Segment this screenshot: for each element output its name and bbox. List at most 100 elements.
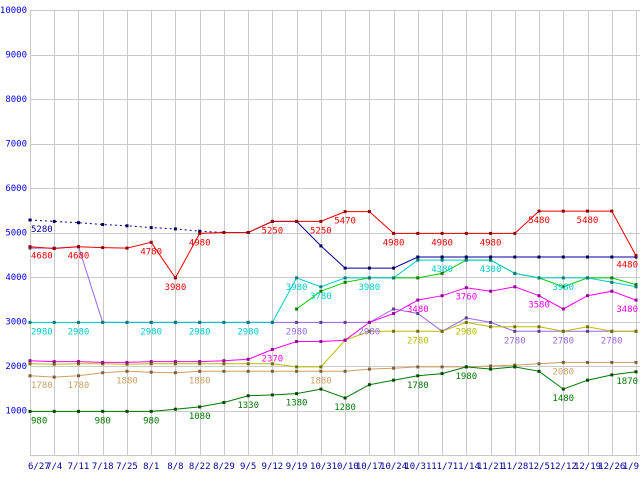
data-point-marker [464,365,468,369]
x-tick-label: 8/8 [167,462,183,472]
value-label: 5480 [528,216,550,226]
value-label: 4380 [431,265,453,275]
value-label: 3980 [165,283,187,293]
data-point-marker [537,325,541,329]
data-point-marker [634,283,638,287]
data-point-marker [513,255,517,259]
data-point-marker [513,365,517,369]
value-label: 2370 [262,355,284,365]
value-label: 4980 [431,238,453,248]
data-point-marker [537,294,541,298]
x-tick-label: 12/26 [598,462,625,472]
data-point-marker [367,383,371,387]
data-point-marker [52,219,56,223]
series-purple [28,245,638,333]
data-point-marker [513,231,517,235]
data-point-marker [489,258,493,262]
data-point-marker [537,255,541,259]
data-point-marker [125,409,129,413]
data-point-marker [101,371,105,375]
data-point-marker [149,409,153,413]
value-label: 1980 [455,372,477,382]
data-point-marker [586,209,589,213]
series-line-navy-dashed [29,219,249,233]
data-point-marker [392,307,396,311]
data-point-marker [561,329,565,333]
series-cyan [28,258,638,324]
data-point-marker [392,276,396,280]
data-point-marker [173,320,177,324]
data-point-marker [416,374,420,378]
data-point-marker [270,219,274,223]
data-point-marker [416,276,420,280]
data-point-marker [222,320,226,324]
data-point-marker [392,231,396,235]
data-point-marker [295,219,299,223]
data-point-marker [343,320,347,324]
data-point-marker [52,375,56,379]
value-label: 4380 [480,265,502,275]
data-point-marker [561,387,565,391]
data-point-marker [319,369,323,373]
data-point-marker [101,246,105,250]
x-tick-label: 11/28 [501,462,528,472]
data-point-marker [440,255,444,259]
x-tick-label: 1/9 [623,462,639,472]
data-point-marker [440,365,444,369]
data-point-marker [561,360,565,364]
data-point-marker [440,372,444,376]
data-point-marker [222,359,226,363]
data-point-marker [610,280,614,284]
value-label: 2780 [407,336,429,346]
data-point-marker [416,258,420,262]
data-point-marker [586,276,589,280]
data-point-marker [173,227,177,231]
data-point-marker [222,231,226,234]
data-point-marker [513,325,517,329]
data-point-marker [392,329,396,333]
value-label: 4680 [68,252,90,262]
data-point-marker [28,245,32,249]
value-label: 2980 [286,327,308,337]
data-point-marker [28,218,32,222]
x-tick-label: 12/5 [528,462,550,472]
value-label: 2980 [189,327,211,337]
x-tick-label: 7/25 [116,462,138,472]
data-point-marker [513,271,517,275]
series-olive [28,320,638,369]
data-point-marker [489,320,493,324]
data-point-marker [586,378,589,382]
data-point-marker [513,363,517,367]
series-line-cyan [30,259,637,323]
data-point-marker [52,320,56,324]
y-tick-label: 9000 [5,51,27,61]
data-point-marker [489,325,493,329]
data-point-marker [149,360,153,364]
data-point-marker [319,387,323,391]
data-point-marker [464,286,468,290]
value-label: 3980 [552,283,574,293]
value-label: 4780 [140,247,162,257]
series-line-red [29,210,637,279]
y-tick-label: 10000 [0,6,27,16]
data-point-marker [125,369,129,373]
data-point-marker [319,244,323,248]
value-label: 1880 [116,376,138,386]
data-point-marker [222,362,226,366]
data-point-marker [416,312,420,315]
data-point-marker [295,365,299,369]
data-point-marker [367,210,371,214]
data-point-marker [173,276,177,280]
y-tick-label: 3000 [5,318,27,328]
data-point-marker [610,209,614,213]
data-point-marker [416,365,420,369]
data-point-marker [489,289,493,293]
data-point-marker [198,405,202,409]
series-tan [28,360,638,379]
data-point-marker [464,231,468,235]
gridlines [30,10,640,456]
data-point-marker [392,266,396,270]
data-point-marker [416,255,420,259]
